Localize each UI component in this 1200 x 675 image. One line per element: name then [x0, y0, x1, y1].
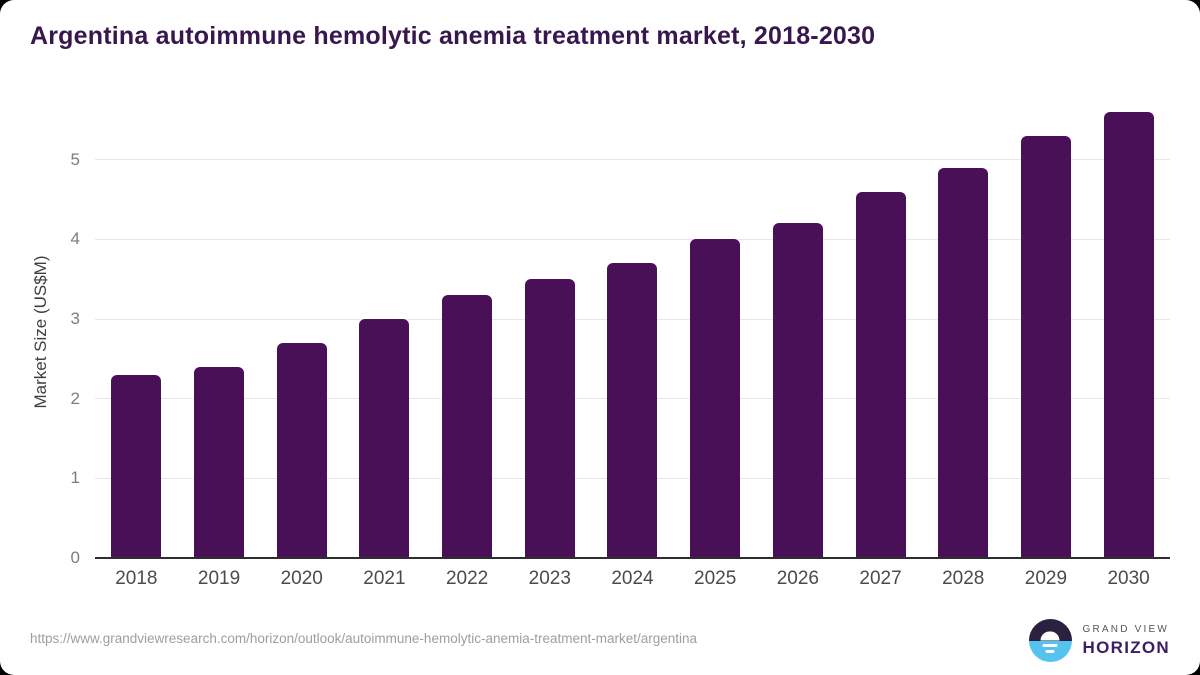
bars-layer — [95, 100, 1170, 558]
logo-horizon-text: HORIZON — [1082, 637, 1170, 657]
y-tick-0: 0 — [70, 548, 80, 567]
x-tick-2029: 2029 — [1024, 568, 1068, 589]
x-tick-2020: 2020 — [280, 568, 323, 589]
bar-2018 — [111, 374, 162, 558]
logo-grand-view-text: GRAND VIEW — [1082, 623, 1169, 635]
chart-title: Argentina autoimmune hemolytic anemia tr… — [30, 22, 876, 50]
bar-2024 — [607, 263, 658, 558]
gridline-4 — [95, 238, 1170, 240]
bar-2030 — [1103, 111, 1154, 558]
y-tick-1: 1 — [70, 468, 80, 488]
logo-icon-reflection-bar-1 — [1042, 643, 1058, 647]
x-tick-2018: 2018 — [115, 568, 158, 589]
x-tick-2019: 2019 — [197, 568, 241, 589]
bar-2026 — [772, 223, 823, 558]
y-tick-4: 4 — [70, 229, 80, 249]
y-tick-3: 3 — [70, 309, 80, 329]
logo-icon-sun-dome — [1040, 631, 1060, 641]
x-tick-2022: 2022 — [445, 568, 489, 589]
y-axis-title: Market Size (US$M) — [31, 255, 50, 409]
logo-icon-top-half — [1028, 619, 1072, 641]
bar-2028 — [938, 167, 989, 558]
x-tick-2025: 2025 — [694, 568, 737, 589]
x-axis-line — [95, 557, 1170, 559]
x-tick-2027: 2027 — [859, 568, 902, 589]
y-tick-5: 5 — [70, 149, 80, 169]
x-tick-2023: 2023 — [528, 568, 571, 589]
gridline-5 — [95, 159, 1170, 161]
x-tick-2028: 2028 — [942, 568, 985, 589]
x-tick-2026: 2026 — [776, 568, 819, 589]
bar-2023 — [524, 279, 575, 558]
plot-area — [95, 100, 1170, 559]
x-tick-2030: 2030 — [1107, 568, 1150, 589]
x-tick-2024: 2024 — [611, 568, 654, 589]
bar-2019 — [194, 366, 245, 558]
x-tick-labels: 2018 2019 2020 2021 2022 2023 2024 2025 2026 2027… — [95, 568, 1170, 590]
logo-text-block: GRAND VIEW HORIZON — [1083, 624, 1170, 658]
bar-2021 — [359, 319, 410, 558]
bar-2027 — [855, 191, 906, 558]
x-tick-2021: 2021 — [363, 568, 406, 589]
bar-2025 — [690, 239, 741, 558]
source-url: https://www.grandviewresearch.com/horizo… — [30, 631, 698, 646]
logo-icon-reflection-bar-2 — [1045, 649, 1055, 653]
bar-2029 — [1020, 135, 1071, 558]
bar-2022 — [442, 295, 493, 558]
grand-view-horizon-logo: GRAND VIEW HORIZON — [1028, 619, 1170, 662]
bar-2020 — [276, 342, 327, 558]
horizon-sun-icon — [1028, 619, 1072, 662]
y-tick-2: 2 — [70, 388, 80, 408]
